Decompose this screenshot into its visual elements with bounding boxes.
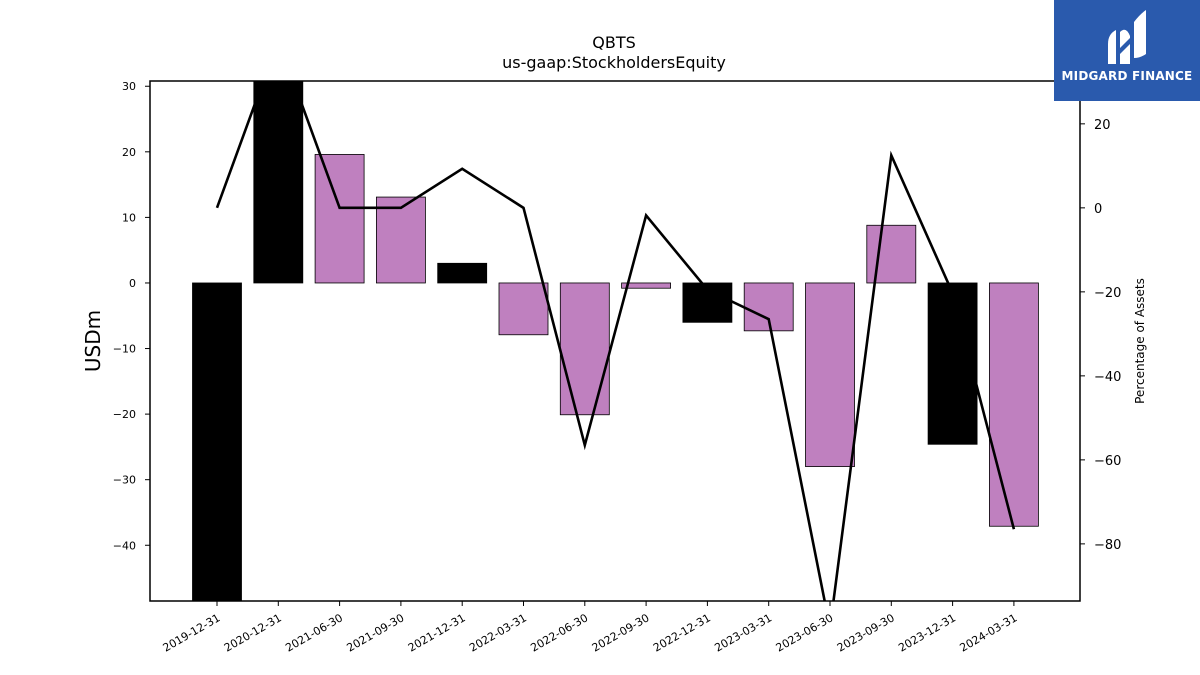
chart-subtitle: us-gaap:StockholdersEquity	[502, 53, 726, 72]
x-axis-ticks: 2019-12-31 2020-12-31 2021-06-30 2021-09-30…	[161, 601, 1020, 655]
brand-logo: MIDGARD FINANCE	[1054, 0, 1200, 101]
plot-frame	[149, 80, 1081, 602]
left-tick-label: 20	[122, 146, 136, 159]
percentage-line	[215, 81, 1016, 601]
x-tick-label: 2024-03-31	[958, 611, 1020, 654]
right-axis-label: Percentage of Assets	[1133, 278, 1147, 404]
left-tick-label: −40	[113, 539, 136, 552]
bar-2022-03-31	[498, 282, 549, 336]
right-tick-label: −40	[1094, 370, 1121, 385]
right-tick-label: −20	[1094, 286, 1121, 301]
left-axis-ticks: 30 20 10 0 −10 −20 −30 −40	[113, 80, 150, 552]
chart-title: QBTS	[592, 33, 636, 52]
bar-2019-12-31	[192, 282, 242, 601]
bar-2021-09-30	[375, 196, 426, 284]
right-tick-label: 20	[1094, 118, 1111, 133]
x-tick-label: 2023-06-30	[774, 611, 836, 654]
x-tick-label: 2019-12-31	[161, 611, 223, 654]
bar-2022-09-30	[621, 282, 671, 289]
right-tick-label: 0	[1094, 202, 1102, 217]
left-tick-label: 0	[129, 277, 136, 290]
midgard-logo-icon	[1108, 10, 1146, 64]
bar-2021-12-31	[437, 262, 488, 284]
bar-2020-12-31	[253, 81, 304, 284]
bar-2022-06-30	[559, 282, 610, 416]
x-tick-label: 2022-03-31	[467, 611, 529, 654]
bar-series	[192, 81, 1039, 601]
x-tick-label: 2023-12-31	[896, 611, 958, 654]
x-tick-label: 2022-06-30	[528, 611, 590, 654]
left-tick-label: −10	[113, 343, 136, 356]
right-tick-label: −60	[1094, 454, 1121, 469]
bar-2021-06-30	[314, 154, 365, 284]
right-tick-label: −80	[1094, 538, 1121, 553]
bar-2024-03-31	[989, 282, 1039, 527]
logo-text: MIDGARD FINANCE	[1061, 69, 1193, 83]
x-tick-label: 2021-12-31	[406, 611, 468, 654]
left-tick-label: −30	[113, 474, 136, 487]
bar-2023-09-30	[866, 224, 917, 284]
bar-2023-06-30	[805, 282, 855, 467]
x-tick-label: 2020-12-31	[222, 611, 284, 654]
x-tick-label: 2022-09-30	[590, 611, 652, 654]
left-axis-label: USDm	[81, 310, 105, 372]
bar-2023-12-31	[927, 282, 978, 445]
left-tick-label: 30	[122, 80, 136, 93]
left-tick-label: 10	[122, 211, 136, 224]
line-series	[215, 81, 1016, 601]
x-tick-label: 2023-03-31	[712, 611, 774, 654]
right-axis-ticks: 20 0 −20 −40 −60 −80	[1080, 118, 1121, 553]
left-tick-label: −20	[113, 408, 136, 421]
x-tick-label: 2022-12-31	[651, 611, 713, 654]
x-tick-label: 2021-06-30	[283, 611, 345, 654]
x-tick-label: 2021-09-30	[345, 611, 407, 654]
x-tick-label: 2023-09-30	[835, 611, 897, 654]
